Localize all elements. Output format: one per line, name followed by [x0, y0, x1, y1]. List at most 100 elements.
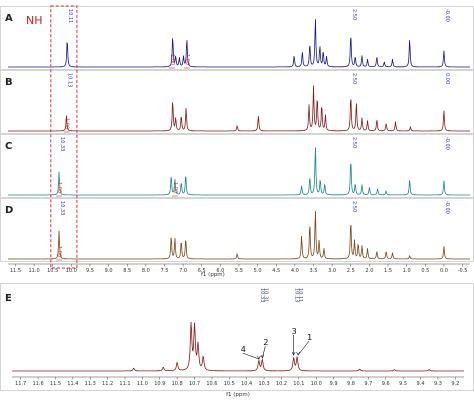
- tick-label: 7.5: [161, 268, 169, 274]
- tick-label: 9.6: [382, 381, 390, 387]
- peak-label: 10.11: [67, 9, 73, 23]
- spectrum-line: [12, 321, 464, 372]
- top-x-axis-label: f1 (ppm): [201, 272, 225, 278]
- tick-label: 11.2: [102, 381, 113, 387]
- nh-highlight-box: [50, 5, 78, 269]
- tick-label: 1.0: [403, 268, 411, 274]
- nh-label: NH: [26, 14, 43, 27]
- tick-label: 11.7: [15, 381, 26, 387]
- annotation-number: 4: [241, 345, 246, 354]
- tick-label: 11.5: [50, 381, 61, 387]
- tick-label: 10.2: [276, 381, 287, 387]
- peak-label: 10.13: [294, 288, 300, 302]
- tick-label: 9.7: [364, 381, 372, 387]
- panel-e-x-axis: 11.7 11.6 11.5 11.4 11.3 11.2 11.1 11.0 10.9 10.8…: [12, 376, 464, 387]
- tick-label: 10.4: [241, 381, 252, 387]
- tick-label: 2.5: [347, 268, 355, 274]
- annotation-arrowhead: [296, 351, 300, 356]
- peak-label: -0.00: [444, 9, 450, 22]
- tick-label: 6.5: [198, 268, 206, 274]
- annotation-arrowhead: [260, 354, 265, 359]
- tick-label: 9.2: [451, 381, 459, 387]
- peak-label: 2.50: [351, 73, 357, 84]
- tick-label: 10.6: [206, 381, 217, 387]
- tick-label: 10.9: [154, 381, 165, 387]
- tick-label: 11.4: [67, 381, 78, 387]
- tick-label: 10.7: [189, 381, 200, 387]
- tick-label: 10.8: [172, 381, 183, 387]
- integral-label: 1.00: [169, 54, 175, 65]
- peak-label: 10.11: [297, 288, 303, 302]
- tick-label: 4.0: [291, 268, 299, 274]
- tick-label: 8.0: [142, 268, 150, 274]
- integral-label: 1.00: [56, 182, 62, 193]
- integral-label: 1.00: [184, 54, 190, 65]
- peak-label: 0.00: [444, 73, 450, 84]
- tick-label: 4.5: [272, 268, 280, 274]
- tick-label: 9.9: [330, 381, 338, 387]
- tick-label: 9.0: [105, 268, 113, 274]
- integral-label: 1.00: [63, 118, 69, 129]
- peak-label: 2.50: [351, 9, 357, 20]
- peak-label: 10.33: [259, 288, 265, 302]
- annotation-arrow: [242, 352, 259, 360]
- annotation-number: 1: [307, 333, 312, 342]
- peak-label: 10.31: [262, 288, 268, 302]
- peak-label: -0.00: [444, 137, 450, 150]
- tick-label: 5.0: [254, 268, 262, 274]
- tick-label: 11.5: [10, 268, 21, 274]
- peak-label: -0.00: [444, 201, 450, 214]
- tick-label: 11.0: [29, 268, 40, 274]
- top-x-axis: 11.5 11.0 10.5 10.0 9.5 9.0 8.5 8.0 7.5 7.0 6.5 6.0…: [8, 263, 470, 274]
- tick-label: 0.5: [421, 268, 429, 274]
- annotation-arrowhead: [257, 355, 261, 360]
- tick-label: 3.5: [310, 268, 318, 274]
- annotation-arrowhead: [291, 351, 296, 356]
- annotation-number: 3: [292, 327, 297, 336]
- panel-label: A: [5, 13, 13, 24]
- tick-label: 10.5: [224, 381, 235, 387]
- tick-label: 9.3: [434, 381, 442, 387]
- tick-label: 11.1: [119, 381, 130, 387]
- tick-label: 1.5: [384, 268, 392, 274]
- tick-label: 9.5: [399, 381, 407, 387]
- panel-label: E: [5, 293, 12, 304]
- tick-label: 5.5: [235, 268, 243, 274]
- annotation-arrow: [262, 345, 266, 359]
- tick-label: 10.0: [66, 268, 77, 274]
- tick-label: 9.4: [417, 381, 425, 387]
- panel-label: B: [5, 77, 13, 88]
- panel-e-x-axis-label: f1 (ppm): [226, 392, 250, 398]
- peak-label: 2.50: [351, 201, 357, 212]
- tick-label: 2.0: [365, 268, 373, 274]
- spectrum-line: [8, 147, 470, 196]
- spectrum-line: [8, 19, 470, 68]
- tick-label: 10.5: [47, 268, 58, 274]
- tick-label: 10.1: [293, 381, 304, 387]
- tick-label: 3.0: [328, 268, 336, 274]
- tick-label: 9.5: [86, 268, 94, 274]
- integral-label: 1.00: [56, 246, 62, 257]
- annotation-arrow: [297, 340, 310, 356]
- tick-label: 7.0: [179, 268, 187, 274]
- tick-label: 11.6: [33, 381, 44, 387]
- tick-label: 11.0: [137, 381, 148, 387]
- tick-label: 11.3: [85, 381, 96, 387]
- tick-label: 10.3: [259, 381, 270, 387]
- spectrum-line: [8, 210, 470, 260]
- tick-label: 0.0: [440, 268, 448, 274]
- tick-label: 9.8: [347, 381, 355, 387]
- integral-label: 1.00: [172, 182, 178, 193]
- spectrum-line: [8, 85, 470, 132]
- peak-label: 10.33: [59, 201, 65, 215]
- panel-label: C: [5, 141, 12, 152]
- tick-label: 6.0: [216, 268, 224, 274]
- annotation-number: 2: [263, 338, 268, 347]
- peak-label: 2.50: [351, 137, 357, 148]
- tick-label: 8.5: [123, 268, 131, 274]
- tick-label: 10.0: [311, 381, 322, 387]
- tick-label: -0.5: [458, 268, 468, 274]
